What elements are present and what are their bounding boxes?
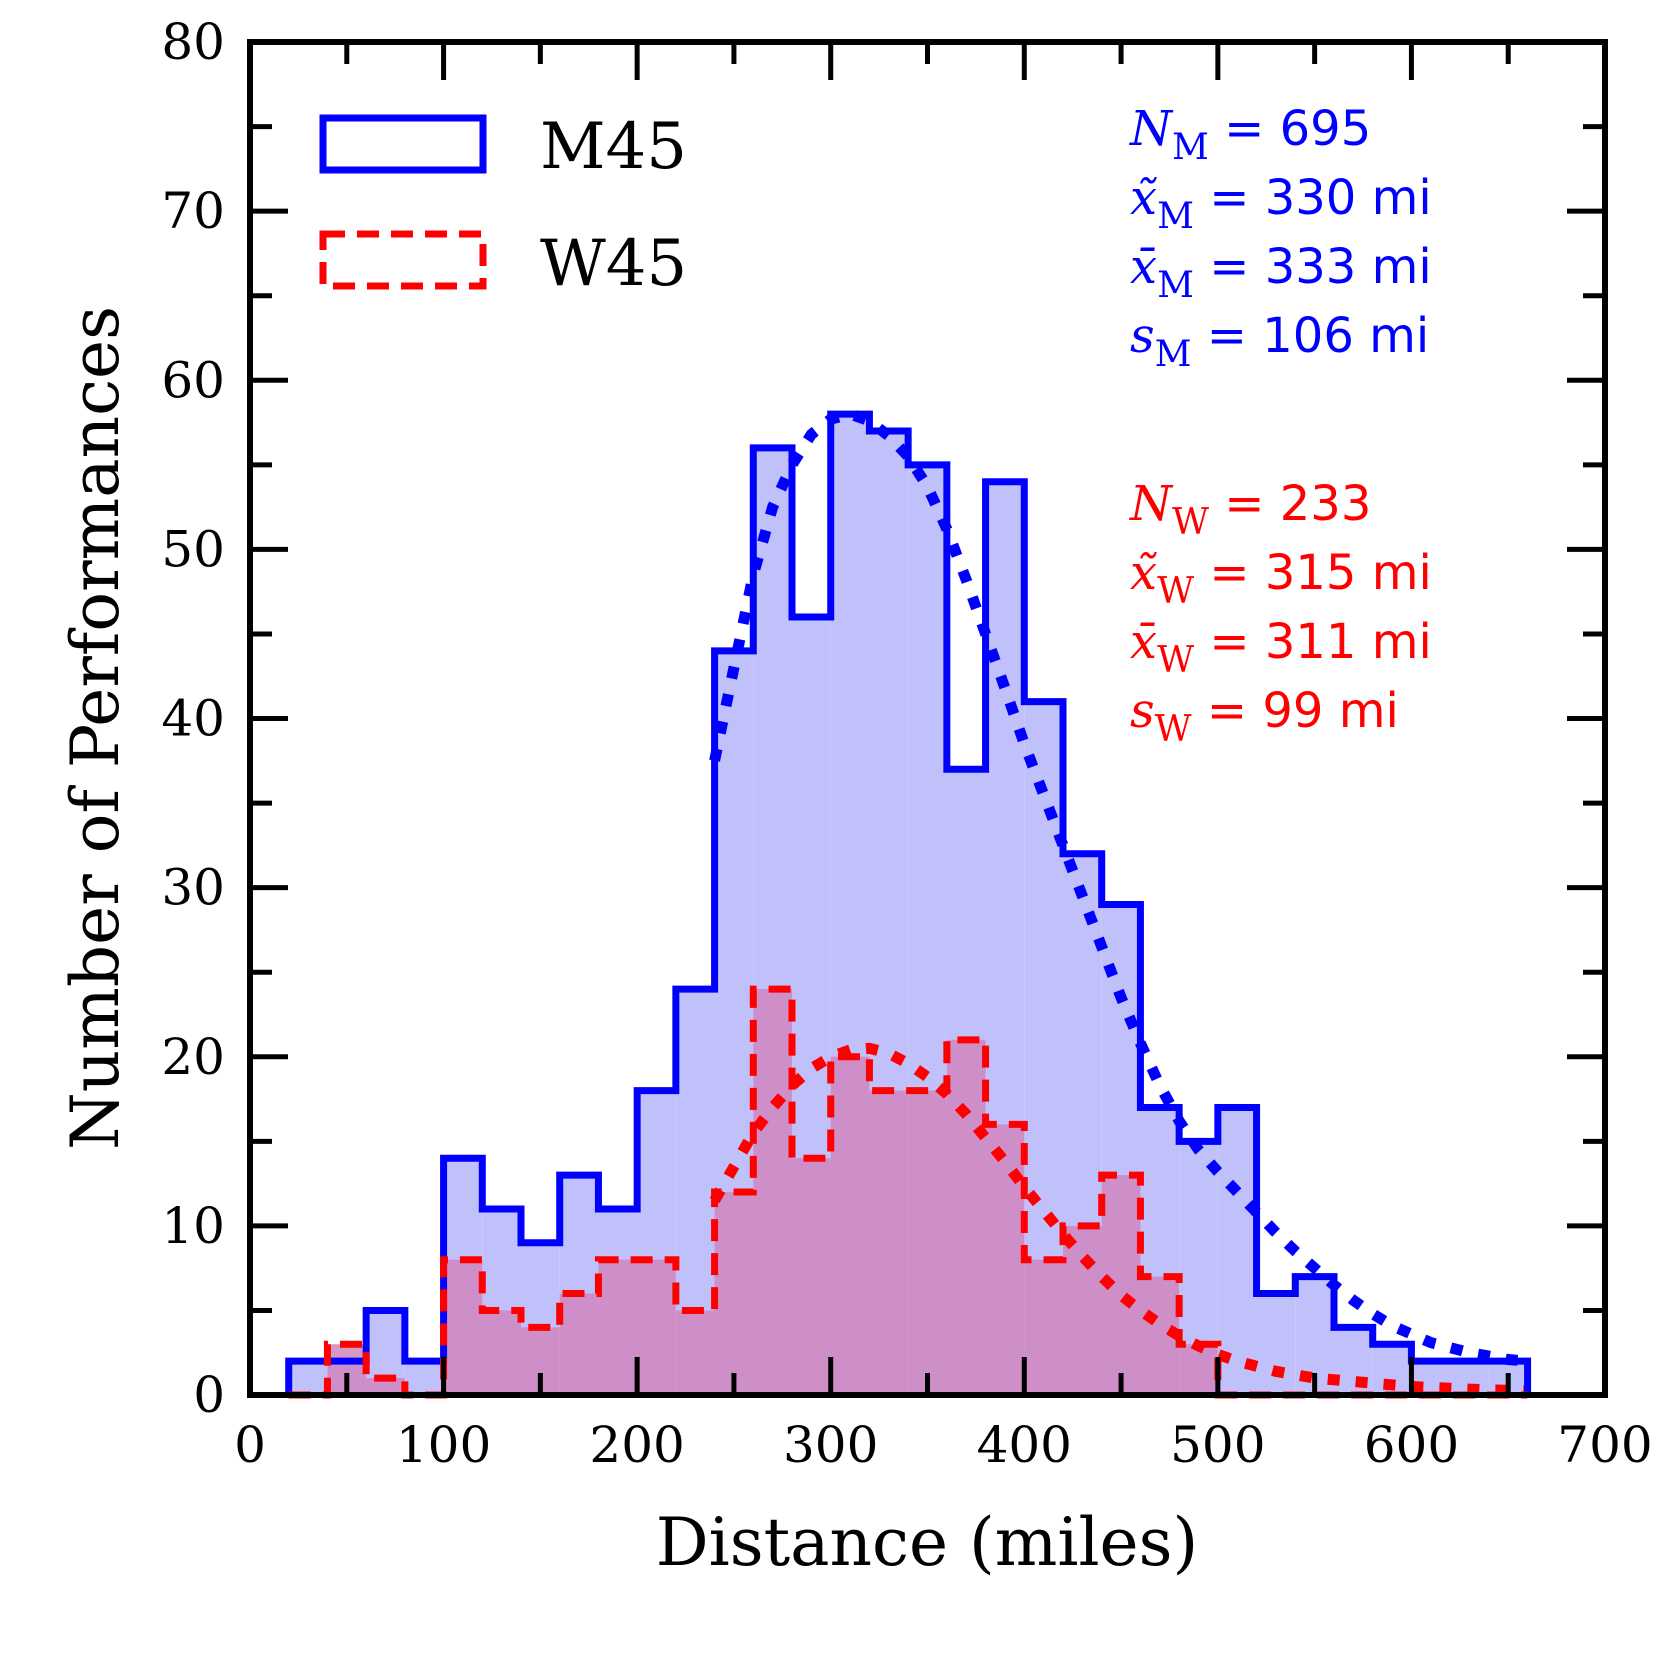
x-tick-label: 0 (234, 1416, 266, 1474)
y-tick-label: 20 (161, 1028, 225, 1086)
stat-w-2: x̄W = 311 mi (1130, 614, 1432, 681)
y-tick-label: 50 (161, 520, 225, 578)
legend-label-w45: W45 (540, 227, 687, 301)
bar-w45-11 (714, 1192, 754, 1395)
y-tick-label: 60 (161, 351, 225, 409)
bar-w45-18 (985, 1124, 1025, 1395)
y-tick-label: 0 (193, 1366, 225, 1424)
bar-w45-9 (637, 1259, 676, 1395)
x-tick-label: 100 (396, 1416, 491, 1474)
x-tick-label: 300 (783, 1416, 878, 1474)
histogram-outlines (285, 410, 1532, 1399)
y-tick-label: 10 (161, 1197, 225, 1255)
bar-m45-25 (1256, 1293, 1296, 1395)
bar-m45-3 (404, 1361, 444, 1395)
legend-swatch-m45 (319, 114, 487, 174)
bar-w45-10 (675, 1310, 715, 1395)
x-tick-label: 400 (977, 1416, 1072, 1474)
stat-w-0: NW = 233 (1129, 476, 1371, 543)
bar-w45-20 (1063, 1225, 1102, 1395)
bar-w45-17 (946, 1039, 986, 1395)
bar-w45-2 (366, 1378, 405, 1395)
axes (247, 39, 1608, 1398)
stat-m-3: sM = 106 mi (1130, 308, 1429, 375)
fit-curves (709, 408, 1529, 1397)
y-axis-title: Number of Performances (57, 306, 134, 1150)
histogram-fills (288, 414, 1528, 1396)
bar-w45-7 (559, 1293, 599, 1395)
bar-w45-15 (869, 1090, 909, 1395)
stat-m-2: x̄M = 333 mi (1130, 239, 1432, 306)
fit-curve-m45 (709, 408, 1529, 1367)
x-axis-title: Distance (miles) (656, 1504, 1199, 1581)
tick-labels: 0 100 200 300 400 500 600 700 0 10 20 30 40 50 60 70 80 (161, 13, 1652, 1474)
bar-m45-0 (288, 1361, 328, 1395)
y-tick-label: 30 (161, 859, 225, 917)
bar-w45-13 (792, 1158, 831, 1395)
bar-w45-4 (443, 1259, 483, 1395)
bar-w45-5 (482, 1310, 521, 1395)
x-tick-label: 200 (589, 1416, 684, 1474)
y-tick-label: 80 (161, 13, 225, 71)
y-tick-label: 40 (161, 690, 225, 748)
bar-w45-8 (598, 1259, 638, 1395)
bar-m45-24 (1217, 1107, 1257, 1395)
stat-w-3: sW = 99 mi (1130, 683, 1399, 750)
legend-swatch-w45 (319, 230, 487, 290)
stat-m-1: x̃M = 330 mi (1130, 170, 1432, 237)
bar-w45-14 (830, 1056, 870, 1395)
legend-label-m45: M45 (540, 110, 687, 184)
outline-m45 (285, 410, 1532, 1395)
y-tick-label: 70 (161, 182, 225, 240)
bar-w45-16 (908, 1090, 947, 1395)
outline-w45 (288, 985, 1528, 1399)
x-tick-label: 500 (1170, 1416, 1265, 1474)
stat-m-0: NM = 695 (1129, 101, 1371, 168)
bar-w45-23 (1179, 1344, 1218, 1395)
x-tick-label: 700 (1557, 1416, 1652, 1474)
fit-curve-w45 (709, 1042, 1528, 1397)
x-tick-label: 600 (1364, 1416, 1459, 1474)
bar-w45-19 (1024, 1259, 1063, 1395)
legend: M45 W45 (319, 110, 687, 301)
stat-w-1: x̃W = 315 mi (1130, 545, 1432, 612)
bar-w45-12 (753, 989, 792, 1395)
